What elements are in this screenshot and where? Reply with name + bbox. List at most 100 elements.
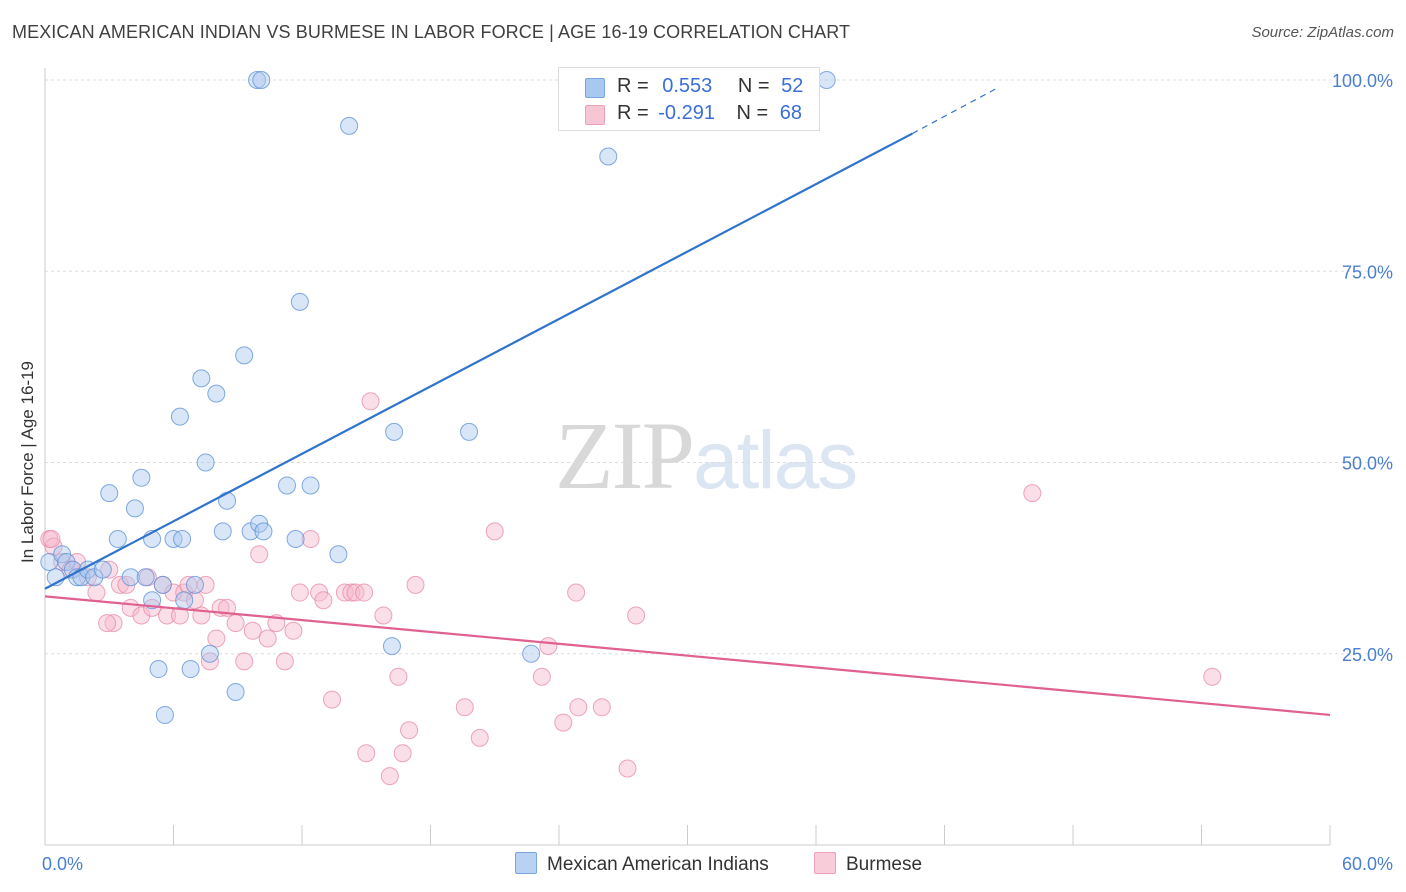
- points-layer: [40, 71, 1222, 786]
- point-mexican-american-indians: [93, 560, 112, 579]
- point-burmese: [335, 583, 354, 602]
- point-mexican-american-indians: [149, 660, 168, 679]
- point-burmese: [132, 606, 151, 625]
- point-burmese: [567, 583, 586, 602]
- series-legend-blue: Mexican American Indians: [515, 852, 769, 876]
- label-layer: 25.0% 50.0% 75.0% 100.0% 0.0% 60.0% In Labor F…: [18, 71, 1393, 874]
- point-burmese: [164, 583, 183, 602]
- point-burmese: [100, 560, 119, 579]
- series-legend-pink: Burmese: [814, 852, 922, 876]
- legend-row-blue: R = 0.553 N = 52: [617, 75, 803, 98]
- point-mexican-american-indians: [385, 422, 404, 441]
- y-axis-label: In Labor Force | Age 16-19: [18, 361, 37, 563]
- point-mexican-american-indians: [522, 644, 541, 663]
- trend-line-blue: [44, 132, 913, 590]
- watermark: ZIPatlas: [555, 400, 858, 511]
- point-mexican-american-indians: [218, 491, 237, 510]
- point-mexican-american-indians: [460, 422, 479, 441]
- point-mexican-american-indians: [252, 71, 271, 89]
- point-mexican-american-indians: [136, 568, 155, 587]
- y-tick-label: 50.0%: [1342, 454, 1393, 474]
- legend-swatch-blue: [585, 78, 605, 98]
- point-burmese: [355, 583, 374, 602]
- point-mexican-american-indians: [226, 683, 245, 701]
- point-burmese: [226, 614, 245, 633]
- point-mexican-american-indians: [143, 591, 162, 610]
- point-mexican-american-indians: [196, 453, 215, 472]
- point-mexican-american-indians: [153, 575, 172, 594]
- point-burmese: [361, 392, 380, 411]
- point-burmese: [290, 583, 309, 602]
- point-mexican-american-indians: [192, 369, 211, 388]
- point-burmese: [250, 545, 269, 564]
- trend-layer: [44, 87, 1331, 717]
- point-burmese: [42, 530, 61, 548]
- y-tick-label: 25.0%: [1342, 645, 1393, 665]
- point-mexican-american-indians: [185, 575, 204, 594]
- point-mexican-american-indians: [254, 522, 273, 541]
- point-mexican-american-indians: [340, 116, 359, 135]
- chart-title: MEXICAN AMERICAN INDIAN VS BURMESE IN LA…: [12, 22, 851, 42]
- point-burmese: [627, 606, 646, 625]
- point-burmese: [301, 530, 320, 548]
- point-mexican-american-indians: [125, 499, 144, 518]
- point-burmese: [592, 698, 611, 717]
- point-burmese: [87, 583, 106, 602]
- point-mexican-american-indians: [100, 484, 119, 503]
- point-burmese: [380, 767, 399, 786]
- legend-r-value: 0.553: [662, 75, 713, 97]
- point-burmese: [104, 614, 123, 633]
- point-burmese: [357, 744, 376, 763]
- point-burmese: [618, 759, 637, 778]
- watermark-zip: ZIP: [555, 402, 695, 509]
- legend-swatch-pink: [585, 105, 605, 125]
- point-burmese: [400, 721, 419, 740]
- point-mexican-american-indians: [286, 530, 305, 548]
- point-mexican-american-indians: [248, 71, 267, 89]
- point-burmese: [110, 575, 129, 594]
- trend-line-pink: [44, 595, 1331, 717]
- point-burmese: [78, 568, 97, 587]
- x-tick-label: 60.0%: [1342, 854, 1393, 874]
- point-burmese: [455, 698, 474, 717]
- point-burmese: [1203, 667, 1222, 686]
- correlation-legend: R = 0.553 N = 52 R = -0.291 N = 68: [558, 67, 820, 131]
- point-burmese: [554, 713, 573, 732]
- series-swatch-blue: [515, 852, 537, 874]
- point-burmese: [235, 652, 254, 671]
- point-mexican-american-indians: [329, 545, 348, 564]
- point-burmese: [569, 698, 588, 717]
- point-mexican-american-indians: [170, 407, 189, 426]
- point-mexican-american-indians: [213, 522, 232, 541]
- point-mexican-american-indians: [290, 292, 309, 311]
- series-label-pink: Burmese: [846, 854, 923, 875]
- point-burmese: [275, 652, 294, 671]
- point-mexican-american-indians: [173, 530, 192, 548]
- y-tick-label: 75.0%: [1342, 262, 1393, 282]
- point-burmese: [485, 522, 504, 541]
- point-mexican-american-indians: [181, 660, 200, 679]
- series-label-blue: Mexican American Indians: [547, 854, 769, 875]
- point-mexican-american-indians: [235, 346, 254, 365]
- legend-r-label: R =: [617, 75, 649, 97]
- point-mexican-american-indians: [57, 552, 76, 571]
- point-burmese: [200, 652, 219, 671]
- point-burmese: [406, 575, 425, 594]
- point-burmese: [258, 629, 277, 648]
- point-burmese: [284, 621, 303, 640]
- axis-layer: [44, 68, 1331, 846]
- point-burmese: [1023, 484, 1042, 503]
- series-swatch-pink: [814, 852, 836, 874]
- x-tick-label: 0.0%: [42, 854, 83, 874]
- point-mexican-american-indians: [132, 468, 151, 487]
- point-burmese: [196, 575, 215, 594]
- legend-n-label: N =: [736, 102, 769, 124]
- point-burmese: [470, 728, 489, 747]
- point-mexican-american-indians: [278, 476, 297, 495]
- grid-layer: [45, 79, 1392, 655]
- point-burmese: [185, 591, 204, 610]
- point-mexican-american-indians: [207, 384, 226, 403]
- y-tick-label: 100.0%: [1332, 71, 1393, 91]
- point-burmese: [532, 667, 551, 686]
